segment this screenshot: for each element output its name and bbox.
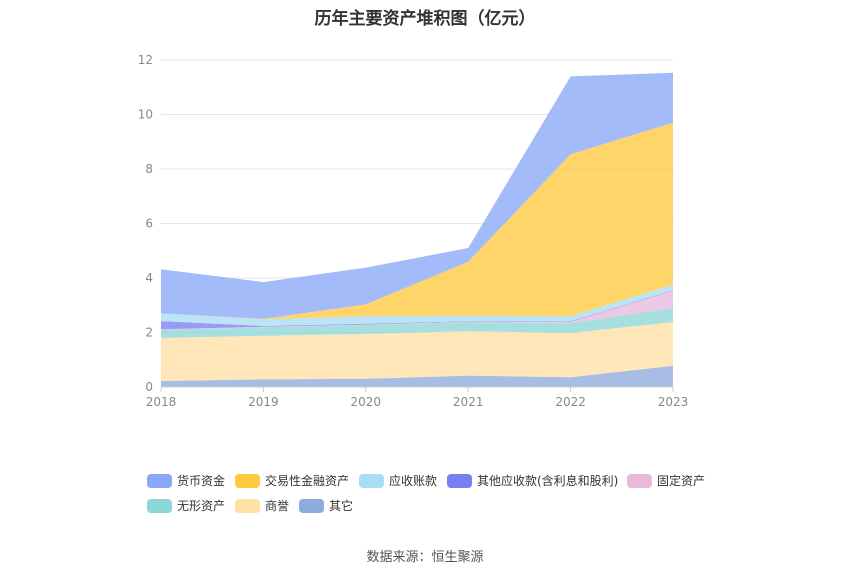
legend-item[interactable]: 无形资产 bbox=[147, 497, 225, 514]
legend-label: 交易性金融资产 bbox=[265, 474, 350, 488]
legend-swatch bbox=[147, 473, 172, 488]
area-series-6 bbox=[161, 122, 673, 320]
legend-label: 无形资产 bbox=[177, 499, 226, 513]
legend-item[interactable]: 商誉 bbox=[235, 497, 289, 514]
y-tick-label: 10 bbox=[138, 108, 153, 122]
area-series-0 bbox=[161, 365, 673, 387]
y-tick-label: 2 bbox=[145, 326, 153, 340]
area-series-7 bbox=[161, 72, 673, 319]
legend-item[interactable]: 应收账款 bbox=[359, 472, 437, 489]
legend-swatch bbox=[627, 473, 652, 488]
area-series-2 bbox=[161, 308, 673, 338]
y-tick-label: 0 bbox=[145, 380, 153, 394]
legend-item[interactable]: 货币资金 bbox=[147, 472, 225, 489]
legend-item[interactable]: 其它 bbox=[299, 497, 353, 514]
x-tick-label: 2021 bbox=[453, 395, 484, 409]
legend-label: 货币资金 bbox=[177, 474, 226, 488]
area-series-4 bbox=[161, 290, 673, 330]
legend-label: 固定资产 bbox=[657, 474, 706, 488]
data-source: 数据来源：恒生聚源 bbox=[366, 550, 484, 565]
chart-title: 历年主要资产堆积图（亿元） bbox=[314, 9, 536, 29]
legend-swatch bbox=[147, 498, 172, 513]
x-tick-label: 2019 bbox=[248, 395, 279, 409]
legend-label: 商誉 bbox=[265, 499, 290, 513]
legend-swatch bbox=[235, 498, 260, 513]
legend-swatch bbox=[359, 473, 384, 488]
x-tick-label: 2018 bbox=[146, 395, 177, 409]
x-tick-label: 2020 bbox=[351, 395, 382, 409]
x-tick-label: 2023 bbox=[658, 395, 689, 409]
legend-item[interactable]: 交易性金融资产 bbox=[235, 472, 349, 489]
legend-swatch bbox=[447, 473, 472, 488]
stacked-area-chart: 0 2 4 6 8 10 12 2018 2019 2020 2021 2022 2023 bbox=[138, 53, 689, 409]
legend-swatch bbox=[299, 498, 324, 513]
legend-item[interactable]: 固定资产 bbox=[627, 472, 705, 489]
area-series-5 bbox=[161, 284, 673, 326]
y-tick-label: 12 bbox=[138, 53, 153, 67]
legend-label: 其他应收款(含利息和股利) bbox=[477, 474, 619, 488]
legend-label: 应收账款 bbox=[389, 474, 438, 488]
legend-label: 其它 bbox=[329, 499, 354, 513]
y-tick-label: 4 bbox=[145, 271, 153, 285]
legend-swatch bbox=[235, 473, 260, 488]
area-series-1 bbox=[161, 322, 673, 381]
y-tick-label: 6 bbox=[145, 217, 153, 231]
y-tick-label: 8 bbox=[145, 162, 153, 176]
x-tick-label: 2022 bbox=[555, 395, 586, 409]
legend-item[interactable]: 其他应收款(含利息和股利) bbox=[447, 472, 618, 489]
